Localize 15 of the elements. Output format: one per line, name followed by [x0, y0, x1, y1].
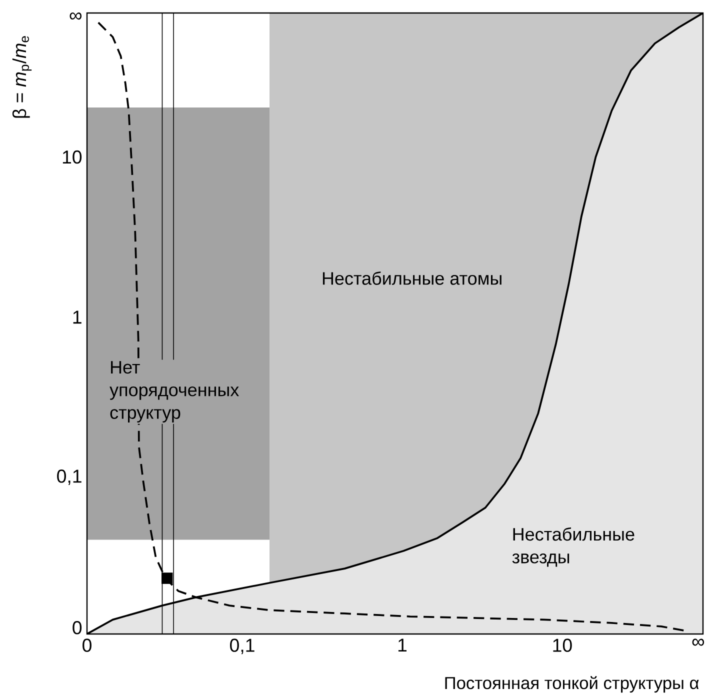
y-tick-label: 1 [73, 310, 82, 324]
y-axis-title: β = m$_{p}$/m$_{e}$ [12, 36, 32, 118]
x-tick-label: 0 [82, 638, 92, 652]
x-tick-label: 1 [398, 638, 407, 652]
x-tick-label: 0,1 [230, 638, 254, 654]
x-axis-title: Постоянная тонкой структуры α [445, 676, 699, 693]
y-tick-label: 0 [72, 621, 82, 634]
annotation: Нестабильные звезды [512, 527, 634, 567]
x-tick-label: 10 [553, 638, 572, 652]
y-tick-label: 0,1 [57, 470, 82, 485]
annotation: Нестабильные атомы [322, 271, 502, 285]
y-tick-label: 10 [62, 150, 82, 164]
y-tick-label: ∞ [70, 12, 82, 20]
x-tick-label: ∞ [692, 638, 704, 646]
annotation: Нет упорядоченных структур [110, 361, 239, 423]
